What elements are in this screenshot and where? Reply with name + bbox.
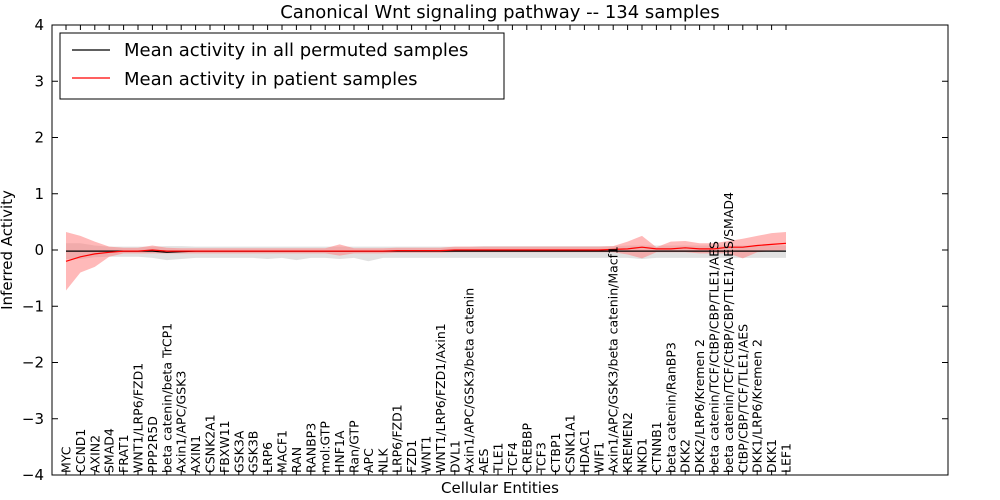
x-tick-label: SMAD4 bbox=[102, 428, 117, 473]
x-tick-label: DKK2 bbox=[678, 439, 693, 473]
x-tick-label: TCF3 bbox=[534, 442, 549, 474]
legend: Mean activity in all permuted samples Me… bbox=[59, 32, 505, 100]
x-tick-label: LRP6 bbox=[260, 442, 275, 473]
y-tick-label: −2 bbox=[22, 354, 44, 372]
legend-box bbox=[59, 32, 505, 100]
y-tick-label: −1 bbox=[22, 297, 44, 315]
x-tick-label: TCF4 bbox=[505, 442, 520, 474]
x-tick-label: NKD1 bbox=[635, 438, 650, 473]
x-tick-label: MYC bbox=[59, 446, 74, 473]
x-tick-label: AXIN1 bbox=[188, 435, 203, 473]
y-tick-label: 3 bbox=[34, 72, 44, 90]
x-tick-label: KREMEN2 bbox=[620, 412, 635, 473]
y-axis-label: Inferred Activity bbox=[0, 190, 16, 310]
x-tick-label: FRAT1 bbox=[116, 434, 131, 473]
x-tick-label: CtBP/CBP/TCF/TLE1/AES bbox=[735, 324, 750, 473]
y-tick-label: −3 bbox=[22, 410, 44, 428]
x-tick-label: CTNNB1 bbox=[649, 421, 664, 473]
x-tick-label: mol:GTP bbox=[318, 421, 333, 473]
x-tick-label: AXIN2 bbox=[87, 435, 102, 473]
x-tick-label: WIF1 bbox=[591, 442, 606, 473]
x-tick-label: AES bbox=[476, 449, 491, 473]
x-tick-label: DKK2/LRP6/Kremen 2 bbox=[692, 339, 707, 473]
x-tick-label: beta catenin/beta TrCP1 bbox=[159, 323, 174, 473]
x-axis-label: Cellular Entities bbox=[441, 479, 559, 497]
x-tick-label: DKK1 bbox=[764, 439, 779, 473]
chart-title: Canonical Wnt signaling pathway -- 134 s… bbox=[280, 2, 720, 23]
x-tick-label: GSK3A bbox=[231, 430, 246, 473]
x-tick-label: PPP2R5D bbox=[145, 416, 160, 473]
x-tick-label: CSNK2A1 bbox=[203, 414, 218, 473]
y-tick-label: −4 bbox=[22, 466, 44, 484]
x-tick-label: GSK3B bbox=[246, 431, 261, 473]
x-tick-label: Axin1/APC/GSK3 bbox=[174, 371, 189, 473]
band-patient bbox=[66, 232, 786, 291]
x-tick-label: CTBP1 bbox=[548, 433, 563, 473]
y-axis-ticks: −4 −3 −2 −1 0 1 2 3 4 bbox=[22, 16, 948, 484]
y-tick-label: 1 bbox=[34, 185, 44, 203]
series-lines bbox=[65, 242, 787, 262]
x-tick-label: HNF1A bbox=[332, 430, 347, 473]
x-tick-label: beta catenin/TCF/CtBP/CBP/TLE1/AES/SMAD4 bbox=[721, 192, 736, 473]
x-tick-label: WNT1/LRP6/FZD1/Axin1 bbox=[433, 323, 448, 473]
x-tick-label: CCND1 bbox=[73, 429, 88, 473]
x-tick-label: FZD1 bbox=[404, 440, 419, 473]
x-tick-label: CSNK1A1 bbox=[563, 414, 578, 473]
x-tick-label: NLK bbox=[375, 448, 390, 473]
x-tick-label: DVL1 bbox=[447, 440, 462, 473]
x-tick-label: Axin1/APC/GSK3/beta catenin bbox=[462, 288, 477, 473]
x-tick-label: beta catenin/TCF/CtBP/CBP/TLE1/AES bbox=[707, 241, 722, 473]
x-tick-label: LRP6/FZD1 bbox=[390, 404, 405, 473]
x-tick-label: WNT1 bbox=[419, 436, 434, 473]
x-tick-label: DKK1/LRP6/Kremen 2 bbox=[750, 339, 765, 473]
x-tick-label: RAN bbox=[289, 447, 304, 473]
x-tick-label: Axin1/APC/GSK3/beta catenin/Macf1 bbox=[606, 246, 621, 473]
x-tick-label: APC bbox=[361, 448, 376, 473]
x-tick-label: TLE1 bbox=[491, 443, 506, 474]
legend-label-permuted: Mean activity in all permuted samples bbox=[124, 40, 468, 61]
x-tick-label: WNT1/LRP6/FZD1 bbox=[131, 363, 146, 473]
line-patient bbox=[65, 242, 787, 262]
y-tick-label: 4 bbox=[34, 16, 44, 34]
x-tick-label: HDAC1 bbox=[577, 429, 592, 473]
x-axis-ticks: MYC CCND1 AXIN2 SMAD4 FRAT1 WNT1/LRP6/FZD1 PPP… bbox=[59, 25, 794, 475]
y-tick-label: 2 bbox=[34, 129, 44, 147]
confidence-bands bbox=[66, 232, 786, 291]
legend-label-patient: Mean activity in patient samples bbox=[124, 69, 418, 90]
x-tick-label: RANBP3 bbox=[303, 423, 318, 473]
x-tick-label: LEF1 bbox=[779, 443, 794, 473]
x-tick-label: FBXW11 bbox=[217, 420, 232, 473]
y-tick-label: 0 bbox=[34, 241, 44, 259]
x-tick-label: beta catenin/RanBP3 bbox=[663, 342, 678, 473]
x-tick-label: Ran/GTP bbox=[347, 420, 362, 473]
x-tick-label: CREBBP bbox=[519, 423, 534, 473]
x-tick-label: MACF1 bbox=[275, 430, 290, 473]
